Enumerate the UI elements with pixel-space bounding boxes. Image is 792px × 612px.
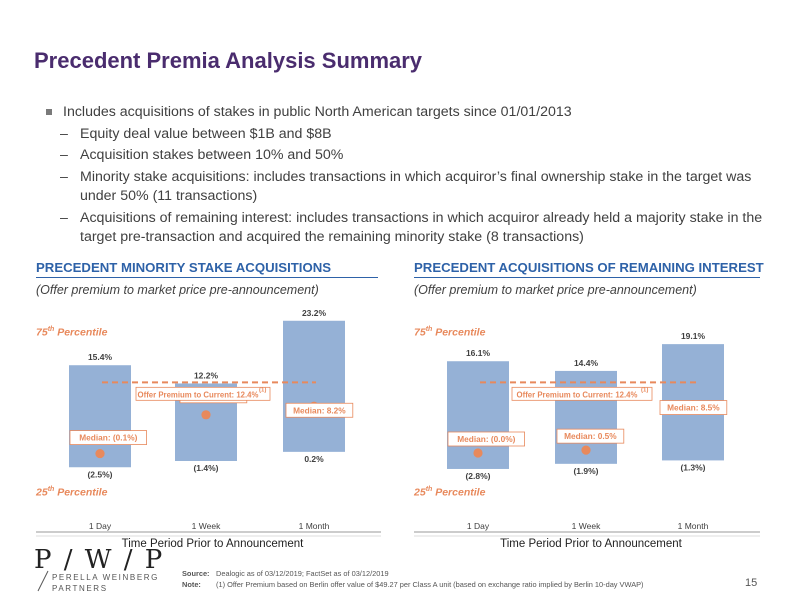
p75-value-label: 23.2% [302, 308, 327, 318]
remaining-section-subtitle: (Offer premium to market price pre-annou… [414, 283, 697, 297]
x-tick-label: 1 Week [572, 521, 601, 531]
offer-premium-box [511, 386, 653, 401]
percentile-25-label: 25th Percentile [36, 486, 107, 499]
p25-value-label: (2.5%) [87, 469, 112, 479]
median-callout-box [69, 430, 147, 445]
note-line: Note: (1) Offer Premium based on Berlin o… [182, 580, 644, 589]
median-value-label: Median: (0.1%) [79, 433, 137, 443]
remaining-section-title: PRECEDENT ACQUISITIONS OF REMAINING INTE… [414, 260, 764, 275]
pct-word: Percentile [57, 326, 108, 339]
remaining-section-rule [414, 277, 760, 278]
p75-value-label: 12.2% [194, 370, 219, 380]
remaining-interest-chart: 16.1% (2.8%) 1 Day Median: (0.0%) 14.4% (1.9%… [414, 331, 760, 550]
sub-bullet: – Equity deal value between $1B and $8B [46, 125, 781, 145]
sub-bullet: – Minority stake acquisitions: includes t… [46, 168, 781, 207]
pct-num: 25 [36, 486, 48, 499]
note-label: Note: [182, 580, 201, 589]
p25-value-label: (2.8%) [465, 471, 490, 481]
p25-value-label: 0.2% [304, 454, 324, 464]
sub-bullet-text: Equity deal value between $1B and $8B [80, 125, 332, 142]
dash-icon: – [60, 147, 68, 163]
minority-section-subtitle: (Offer premium to market price pre-annou… [36, 283, 319, 297]
sub-bullet: – Acquisition stakes between 10% and 50% [46, 146, 781, 166]
pct-word: Percentile [435, 486, 486, 499]
note-text: (1) Offer Premium based on Berlin offer … [216, 580, 644, 589]
source-text: Dealogic as of 03/12/2019; FactSet as of… [216, 569, 389, 578]
square-bullet-icon [46, 109, 52, 115]
pct-num: 75 [414, 326, 426, 339]
p25-value-label: (1.3%) [680, 462, 705, 472]
pct-sup: th [425, 326, 433, 333]
offer-premium-label: Offer Premium to Current: 12.4% [517, 390, 638, 399]
logo-line-2: PARTNERS [52, 584, 108, 593]
median-callout-box [659, 400, 728, 415]
median-value-label: Median: (0.0%) [457, 434, 515, 444]
page-title: Precedent Premia Analysis Summary [34, 48, 423, 73]
offer-premium-footnote: (1) [641, 387, 648, 393]
sub-bullet: – Acquisitions of remaining interest: inc… [46, 209, 781, 248]
x-axis-title: Time Period Prior to Announcement [500, 538, 683, 550]
minority-section-title: PRECEDENT MINORITY STAKE ACQUISITIONS [36, 260, 332, 275]
pct-num: 75 [36, 326, 48, 339]
median-callout-box [447, 431, 525, 447]
offer-premium-box [135, 386, 271, 401]
logo-line-1: PERELLA WEINBERG [52, 573, 159, 582]
x-tick-label: 1 Week [192, 521, 221, 531]
pct-sup: th [47, 326, 55, 333]
p75-value-label: 15.4% [88, 352, 113, 362]
sub-bullet-text: Acquisition stakes between 10% and 50% [80, 147, 344, 163]
x-tick-label: 1 Day [467, 521, 490, 531]
pct-sup: th [47, 486, 55, 493]
dash-icon: – [60, 125, 68, 142]
range-bar [283, 320, 345, 452]
x-axis-title: Time Period Prior to Announcement [122, 538, 305, 550]
percentile-25-label: 25th Percentile [414, 486, 485, 499]
median-marker [201, 410, 211, 420]
median-marker [581, 445, 591, 455]
percentile-75-label: 75th Percentile [36, 326, 107, 339]
median-value-label: Median: 8.5% [667, 403, 720, 413]
p75-value-label: 19.1% [681, 331, 706, 341]
dash-icon: – [60, 168, 68, 185]
page-number: 15 [745, 577, 758, 589]
x-tick-label: 1 Month [299, 521, 330, 531]
median-value-label: Median: 0.5% [564, 431, 617, 441]
offer-premium-label: Offer Premium to Current: 12.4% [138, 390, 259, 399]
offer-premium-footnote: (1) [259, 387, 266, 393]
p75-value-label: 14.4% [574, 358, 599, 368]
source-line: Source: Dealogic as of 03/12/2019; FactSe… [182, 569, 389, 578]
main-bullet: Includes acquisitions of stakes in publi… [46, 103, 781, 123]
p25-value-label: (1.9%) [573, 466, 598, 476]
percentile-75-label: 75th Percentile [414, 326, 485, 339]
median-callout-box [556, 428, 625, 444]
dash-icon: – [60, 209, 68, 226]
median-marker [473, 448, 483, 458]
pwp-logo-mark: P / W / P [34, 545, 165, 575]
median-marker [95, 448, 105, 459]
logo-slash-icon [37, 570, 49, 592]
pct-word: Percentile [435, 326, 486, 339]
minority-stake-chart: 15.4% (2.5%) 1 Day Median: (0.1%) 12.2% (1.4%… [36, 308, 381, 550]
criteria-list: Includes acquisitions of stakes in publi… [46, 103, 781, 250]
sub-bullet-text: Acquisitions of remaining interest: incl… [80, 209, 763, 246]
p25-value-label: (1.4%) [193, 463, 218, 473]
x-tick-label: 1 Month [678, 521, 709, 531]
sub-bullet-text: Minority stake acquisitions: includes tr… [80, 168, 752, 205]
pct-sup: th [425, 486, 433, 493]
x-tick-label: 1 Day [89, 521, 112, 531]
minority-section-rule [36, 277, 378, 278]
median-value-label: Median: 8.2% [293, 405, 346, 415]
pct-word: Percentile [57, 486, 108, 499]
pct-num: 25 [414, 486, 426, 499]
source-label: Source: [182, 569, 210, 578]
main-bullet-text: Includes acquisitions of stakes in publi… [63, 104, 572, 120]
median-callout-box [285, 402, 354, 418]
p75-value-label: 16.1% [466, 348, 491, 358]
